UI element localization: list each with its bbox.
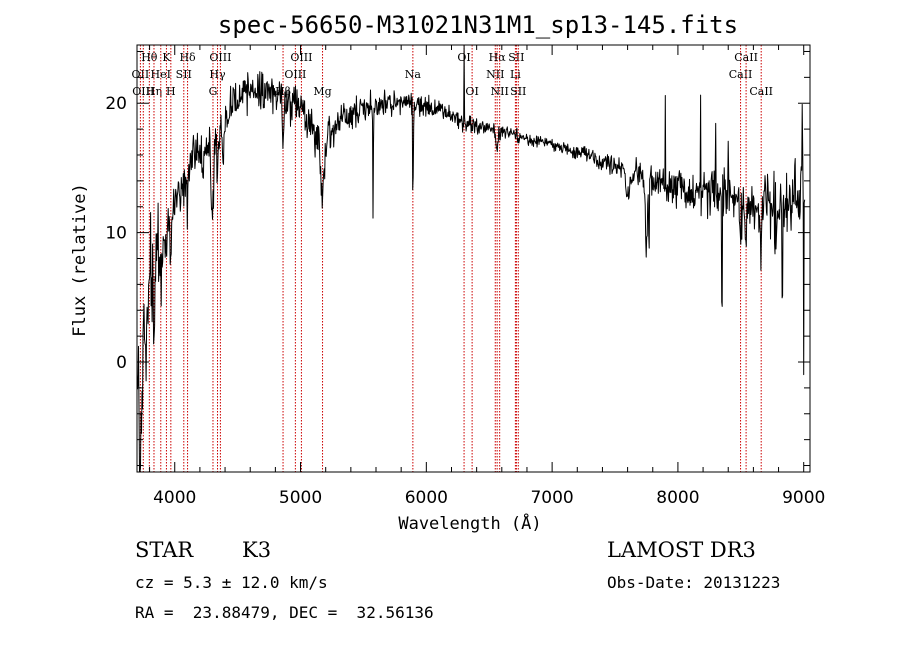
marker-label: Hδ bbox=[179, 51, 196, 64]
marker-label: NII bbox=[486, 68, 504, 81]
y-tick-label: 10 bbox=[105, 224, 127, 244]
marker-label: SII bbox=[508, 51, 524, 64]
object-subclass: K3 bbox=[242, 538, 272, 562]
marker-label: SII bbox=[510, 85, 526, 98]
redshift-velocity: cz = 5.3 ± 12.0 km/s bbox=[135, 573, 328, 592]
chart-title: spec-56650-M31021N31M1_sp13-145.fits bbox=[218, 11, 738, 39]
marker-label: NII bbox=[491, 85, 509, 98]
plot-frame bbox=[136, 44, 811, 473]
observation-date: Obs-Date: 20131223 bbox=[607, 573, 781, 592]
marker-label: OIII bbox=[284, 68, 306, 81]
marker-label: CaII bbox=[729, 68, 753, 81]
marker-label: OI bbox=[465, 85, 478, 98]
x-tick-label: 8000 bbox=[656, 488, 699, 508]
x-axis-label: Wavelength (Å) bbox=[398, 512, 541, 534]
marker-label: OIII bbox=[132, 85, 154, 98]
y-tick-label: 0 bbox=[116, 353, 127, 373]
marker-label: Mg bbox=[313, 85, 331, 98]
marker-label: OIII bbox=[290, 51, 312, 64]
marker-label: Hη bbox=[146, 85, 162, 98]
coordinates: RA = 23.88479, DEC = 32.56136 bbox=[135, 603, 434, 622]
marker-label: Li bbox=[510, 68, 521, 81]
marker-label: H bbox=[166, 85, 176, 98]
marker-label: K bbox=[162, 51, 171, 64]
marker-label: HeI bbox=[151, 68, 171, 81]
spectrum-line bbox=[136, 44, 806, 473]
object-class: STAR bbox=[135, 538, 194, 562]
marker-label: OIII bbox=[209, 51, 231, 64]
marker-label: CaII bbox=[734, 51, 758, 64]
x-tick-label: 6000 bbox=[405, 488, 448, 508]
marker-label: CaII bbox=[749, 85, 773, 98]
marker-label: Na bbox=[405, 68, 422, 81]
x-tick-label: 4000 bbox=[153, 488, 196, 508]
marker-label: G bbox=[209, 85, 218, 98]
marker-label: Hα bbox=[489, 51, 507, 64]
marker-label: Hγ bbox=[209, 68, 226, 81]
x-tick-label: 9000 bbox=[782, 488, 825, 508]
x-tick-label: 5000 bbox=[279, 488, 322, 508]
line-markers: OIIOIIIHθHηHeIKHSIIHδGHγOIIIHβOIIIOIIIMg… bbox=[132, 45, 773, 472]
y-axis-label: Flux (relative) bbox=[70, 183, 90, 337]
marker-label: Hθ bbox=[141, 51, 158, 64]
survey-release: LAMOST DR3 bbox=[607, 538, 756, 562]
marker-label: SII bbox=[176, 68, 192, 81]
y-tick-label: 20 bbox=[105, 94, 127, 114]
x-tick-label: 7000 bbox=[530, 488, 573, 508]
spectrum-series bbox=[136, 44, 806, 473]
marker-label: OII bbox=[132, 68, 150, 81]
axes: 4000 5000 6000 7000 8000 9000 0 10 20 bbox=[105, 45, 825, 508]
